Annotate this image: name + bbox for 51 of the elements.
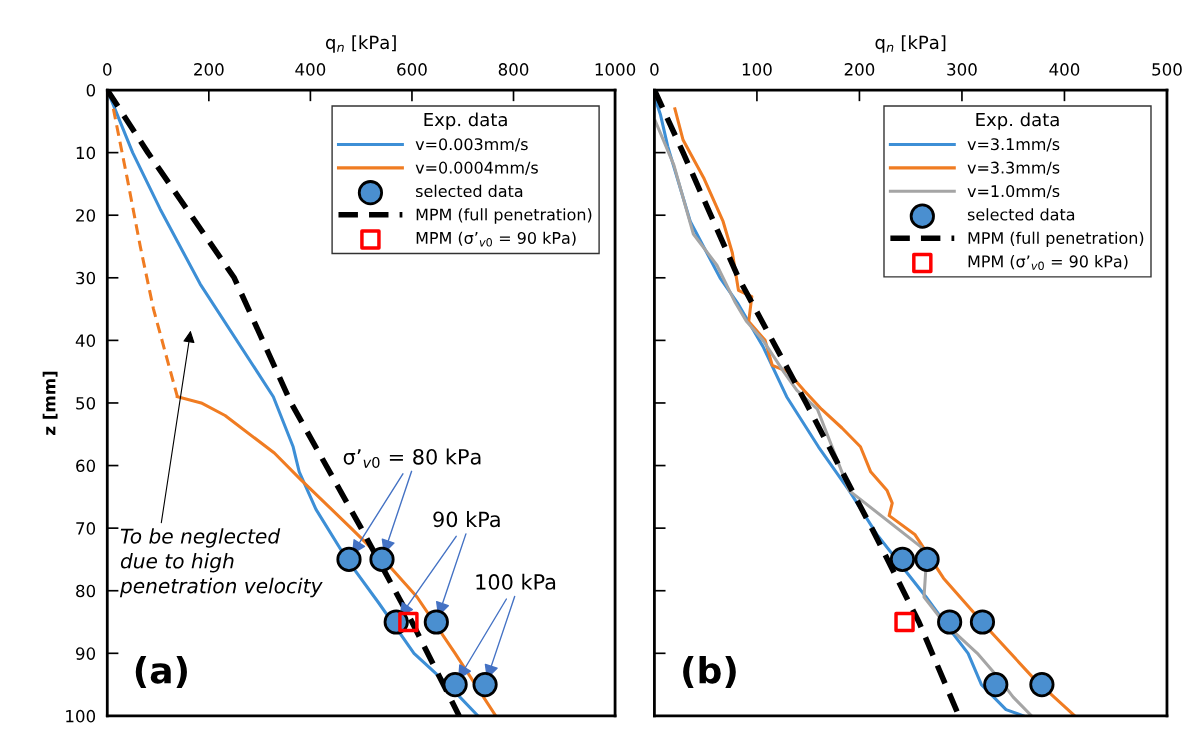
legend-label: MPM (σ’$_{v0}$ = 90 kPa) xyxy=(968,255,1128,270)
x-tick-label: 200 xyxy=(194,63,224,76)
legend-label: selected data xyxy=(967,208,1075,221)
x-tick-label: 800 xyxy=(498,63,529,76)
annotation: (b) xyxy=(683,655,736,689)
annotation: 100 kPa xyxy=(476,573,556,590)
annotation: To be neglected due to high penetration velocity xyxy=(119,528,323,598)
annotation: 90 kPa xyxy=(433,511,500,528)
legend-label: v=3.3mm/s xyxy=(967,161,1060,175)
x-tick-label: 200 xyxy=(844,63,875,76)
point xyxy=(472,672,498,698)
x-axis-title: q$_{n}$ [kPa] xyxy=(875,35,946,53)
point xyxy=(369,546,395,573)
y-tick-label: 10 xyxy=(76,146,96,160)
legend-label: v=1.0mm/s xyxy=(967,185,1060,199)
annotation: (a) xyxy=(135,655,187,689)
annotation: σ’$_{v0}$ = 80 kPa xyxy=(343,448,481,468)
legend-title: Exp. data xyxy=(976,112,1059,130)
x-tick-label: 400 xyxy=(1049,63,1080,76)
y-tick-label: 80 xyxy=(76,584,96,598)
x-tick-label: 0 xyxy=(650,63,659,76)
y-tick-label: 50 xyxy=(76,396,96,410)
x-tick-label: 0 xyxy=(103,63,112,76)
point xyxy=(336,546,362,573)
point xyxy=(398,611,419,633)
point xyxy=(442,672,468,698)
x-tick-label: 100 xyxy=(742,63,772,76)
legend-label: MPM (full penetration) xyxy=(416,208,592,224)
legend-title: Exp. data xyxy=(424,112,507,130)
x-tick-label: 500 xyxy=(1152,63,1182,76)
legend-label: v=0.0004mm/s xyxy=(415,161,538,175)
x-axis-title: q$_{n}$ [kPa] xyxy=(325,35,396,53)
x-tick-label: 600 xyxy=(397,63,427,76)
x-tick-label: 300 xyxy=(947,63,977,76)
y-tick-label: 100 xyxy=(66,709,96,723)
legend-label: v=0.003mm/s xyxy=(415,138,528,152)
x-tick-label: 1000 xyxy=(595,63,636,76)
y-tick-label: 70 xyxy=(76,522,96,535)
legend-label: selected data xyxy=(416,184,523,198)
legend-label: MPM (full penetration) xyxy=(968,231,1144,248)
y-tick-label: 0 xyxy=(86,84,96,97)
y-tick-label: 40 xyxy=(75,334,96,347)
x-tick-label: 400 xyxy=(295,63,326,76)
legend-label: MPM (σ’$_{v0}$ = 90 kPa) xyxy=(416,231,576,247)
y-tick-label: 90 xyxy=(76,647,96,660)
legend-label: v=3.1mm/s xyxy=(967,138,1060,152)
y-tick-label: 60 xyxy=(76,459,96,473)
y-axis-title: z [mm] xyxy=(42,371,58,435)
y-tick-label: 20 xyxy=(76,209,96,222)
y-tick-label: 30 xyxy=(76,271,96,285)
point xyxy=(423,609,449,635)
